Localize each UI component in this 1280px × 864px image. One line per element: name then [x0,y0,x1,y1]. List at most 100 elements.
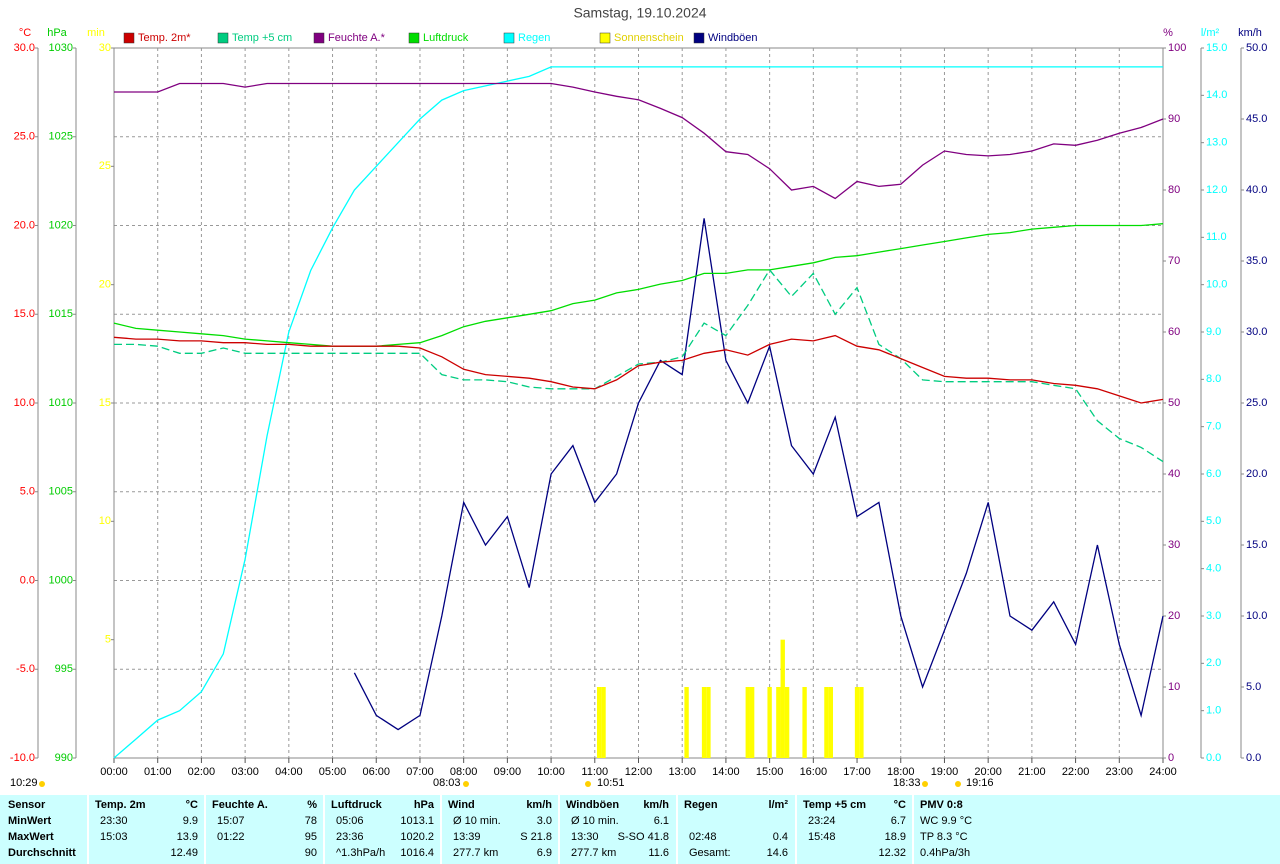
y-tick-label: 1030 [49,42,73,54]
table-cell: 1016.4 [400,847,434,859]
table-header: °C [186,799,198,811]
sun-bar [854,687,860,758]
sun-bar [749,687,755,758]
table-cell: Ø 10 min. [571,815,619,827]
y-tick-label: 10 [1168,681,1180,693]
table-cell: 23:30 [100,815,128,827]
annotation: 08:03 [433,777,461,789]
y-tick-label: 5 [105,634,111,646]
x-tick-label: 08:00 [450,766,478,778]
sun-icon [955,781,961,787]
table-cell: 15:03 [100,831,128,843]
sun-bar [745,687,750,758]
table-cell: 90 [305,847,317,859]
table-header: Sensor [8,799,46,811]
sun-bar [596,687,602,758]
table-cell: WC 9.9 °C [920,815,972,827]
legend-marker [693,32,705,44]
table-cell: 23:36 [336,831,364,843]
x-tick-label: 20:00 [974,766,1002,778]
row-label: MinWert [8,815,52,827]
table-header: % [307,799,317,811]
x-tick-label: 07:00 [406,766,434,778]
y-tick-label: 70 [1168,255,1180,267]
table-cell: Ø 10 min. [453,815,501,827]
x-tick-label: 17:00 [843,766,871,778]
x-tick-label: 22:00 [1062,766,1090,778]
legend-marker [408,32,420,44]
y-tick-label: 8.0 [1206,373,1221,385]
table-cell: Gesamt: [689,847,731,859]
y-tick-label: 0.0 [1206,752,1221,764]
table-cell: S-SO 41.8 [618,831,669,843]
x-tick-label: 06:00 [362,766,390,778]
series-line [114,82,1164,200]
table-cell: 15:07 [217,815,245,827]
x-tick-label: 24:00 [1149,766,1177,778]
x-tick-label: 09:00 [494,766,522,778]
y-tick-label: -5.0 [16,663,35,675]
table-header: Temp. 2m [95,799,146,811]
y-tick-label: 7.0 [1206,421,1221,433]
sun-bar [776,687,781,758]
y-tick-label: 30 [1168,539,1180,551]
sun-bar [767,687,772,758]
table-cell: 14.6 [767,847,788,859]
annotation: 10:29 [10,777,38,789]
sun-bar [780,639,785,758]
y-tick-label: 0 [1168,752,1174,764]
sun-icon [39,781,45,787]
row-label: Durchschnitt [8,847,76,859]
legend-label: Temp. 2m* [138,32,191,44]
y-tick-label: 15.0 [1206,42,1227,54]
legend-marker [123,32,135,44]
table-cell: 6.1 [654,815,669,827]
legend-label: Sonnenschein [614,32,684,44]
y-tick-label: 10.0 [14,397,35,409]
y-tick-label: 5.0 [20,486,35,498]
table-cell: 23:24 [808,815,836,827]
legend-marker [503,32,515,44]
y-tick-label: 14.0 [1206,89,1227,101]
y-tick-label: 20.0 [1246,468,1267,480]
table-cell: 12.32 [878,847,906,859]
table-cell: 13:39 [453,831,481,843]
axis-unit: % [1163,27,1173,39]
table-cell: TP 8.3 °C [920,831,968,843]
table-header: °C [894,799,906,811]
table-header: Temp +5 cm [803,799,866,811]
table-cell: 0.4 [773,831,788,843]
y-tick-label: 30 [99,42,111,54]
annotation: 10:51 [597,777,625,789]
y-tick-label: 30.0 [1246,326,1267,338]
annotation: 19:16 [966,777,994,789]
table-cell: 6.7 [891,815,906,827]
axis-unit: l/m² [1201,27,1220,39]
y-tick-label: 4.0 [1206,563,1221,575]
y-tick-label: 50 [1168,397,1180,409]
table-cell: 277.7 km [453,847,498,859]
y-tick-label: 15.0 [1246,539,1267,551]
x-tick-label: 14:00 [712,766,740,778]
table-cell: 6.9 [537,847,552,859]
y-tick-label: 1010 [49,397,73,409]
y-tick-label: 6.0 [1206,468,1221,480]
y-tick-label: 25.0 [1246,397,1267,409]
sun-bar [706,687,711,758]
y-tick-label: 25.0 [14,131,35,143]
x-tick-label: 21:00 [1018,766,1046,778]
y-tick-label: 3.0 [1206,610,1221,622]
table-header: Windböen [566,799,619,811]
y-tick-label: 40.0 [1246,184,1267,196]
x-tick-label: 05:00 [319,766,347,778]
y-tick-label: 40 [1168,468,1180,480]
table-cell: 0.4hPa/3h [920,847,970,859]
table-header: l/m² [768,799,788,811]
y-tick-label: 25 [99,160,111,172]
y-tick-label: 50.0 [1246,42,1267,54]
table-cell: 13.9 [177,831,198,843]
table-cell: 05:06 [336,815,364,827]
y-tick-label: 1.0 [1206,705,1221,717]
y-tick-label: 0.0 [1246,752,1261,764]
legend-label: Windböen [708,32,758,44]
